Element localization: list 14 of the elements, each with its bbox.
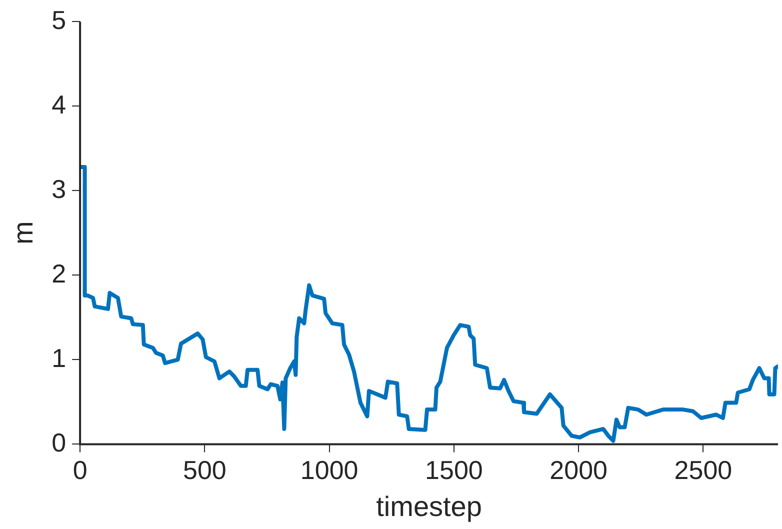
y-tick-label: 4 (52, 89, 66, 120)
x-tick-label: 0 (72, 454, 88, 485)
x-tick-label: 1000 (300, 454, 358, 485)
x-tick-label: 2000 (550, 454, 608, 485)
y-tick-label: 1 (52, 342, 66, 373)
y-tick-label: 5 (52, 4, 66, 35)
x-tick-label: 2500 (674, 454, 732, 485)
x-tick-label: 1500 (425, 454, 483, 485)
y-tick-label: 0 (52, 427, 66, 458)
y-tick-label: 2 (52, 258, 66, 288)
x-axis-title: timestep (376, 490, 482, 522)
y-tick-label: 3 (52, 174, 66, 204)
y-axis-title: m (8, 221, 39, 245)
x-tick-label: 500 (182, 454, 226, 485)
